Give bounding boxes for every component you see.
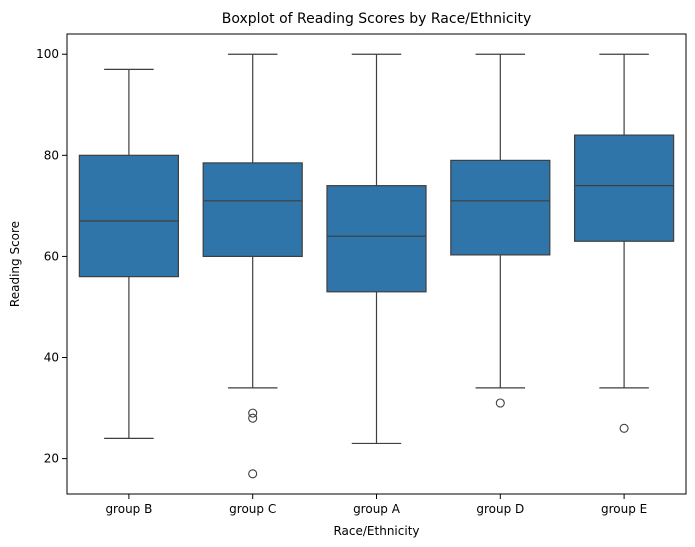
box-group-group-E xyxy=(573,53,675,433)
x-tick-label: group C xyxy=(229,502,276,516)
box-group-group-C xyxy=(202,53,303,479)
chart-title: Boxplot of Reading Scores by Race/Ethnic… xyxy=(222,11,531,27)
x-tick-label: group A xyxy=(353,502,401,516)
y-tick-label: 60 xyxy=(44,249,59,263)
x-axis-title: Race/Ethnicity xyxy=(333,524,419,538)
box-group-group-B xyxy=(78,68,180,439)
y-tick-label: 20 xyxy=(44,452,59,466)
plot-area: 20 40 60 80 100 group B group C group A group D g… xyxy=(36,33,687,516)
y-tick-label: 40 xyxy=(44,351,59,365)
y-tick-label: 80 xyxy=(44,148,59,162)
iqr-box xyxy=(573,134,675,242)
iqr-box xyxy=(78,154,180,278)
outlier-point xyxy=(248,408,258,418)
y-axis-title: Reading Score xyxy=(8,221,22,307)
box-group-group-A xyxy=(326,53,427,445)
iqr-box xyxy=(202,162,303,258)
outlier-point xyxy=(248,469,258,479)
outlier-point xyxy=(495,398,505,408)
box-group-group-D xyxy=(450,53,551,408)
iqr-box xyxy=(326,185,427,293)
outlier-point xyxy=(248,413,258,423)
iqr-box xyxy=(450,159,551,256)
x-tick-label: group E xyxy=(601,502,647,516)
x-tick-label: group D xyxy=(476,502,524,516)
y-tick-label: 100 xyxy=(36,47,59,61)
x-tick-label: group B xyxy=(105,502,152,516)
outlier-point xyxy=(619,423,629,433)
